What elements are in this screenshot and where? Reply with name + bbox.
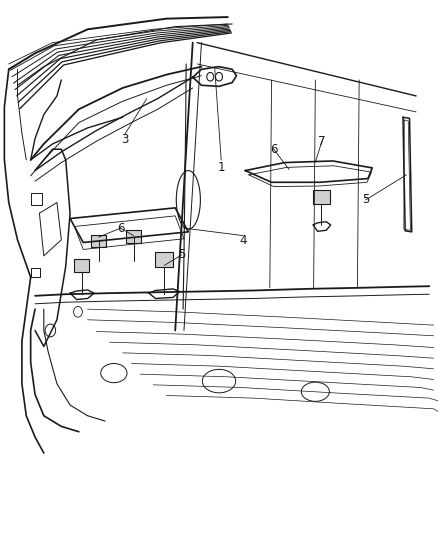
Bar	[74, 259, 89, 272]
Bar	[155, 252, 173, 266]
Bar	[91, 235, 106, 247]
Bar	[126, 230, 141, 243]
Text: 6: 6	[117, 222, 124, 235]
Bar	[31, 193, 42, 205]
Bar	[313, 190, 330, 204]
Text: 7: 7	[318, 135, 326, 148]
Text: 3: 3	[121, 133, 128, 146]
Text: 4: 4	[239, 235, 247, 247]
Text: 5: 5	[362, 193, 369, 206]
Text: 6: 6	[270, 143, 278, 156]
Text: 5: 5	[178, 248, 185, 261]
Bar	[31, 268, 40, 277]
Text: 1: 1	[217, 161, 225, 174]
